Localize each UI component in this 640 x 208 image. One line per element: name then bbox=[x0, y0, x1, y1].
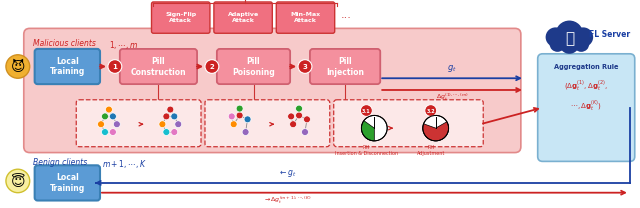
Circle shape bbox=[362, 115, 387, 141]
Text: 3.1: 3.1 bbox=[362, 109, 371, 114]
Circle shape bbox=[559, 34, 579, 54]
FancyBboxPatch shape bbox=[205, 100, 330, 147]
Circle shape bbox=[171, 113, 178, 120]
Circle shape bbox=[296, 112, 303, 119]
FancyBboxPatch shape bbox=[538, 54, 635, 161]
Text: Pill
Injection: Pill Injection bbox=[326, 57, 364, 77]
Circle shape bbox=[113, 121, 120, 128]
Text: Benign clients: Benign clients bbox=[33, 158, 87, 167]
Circle shape bbox=[163, 129, 170, 135]
Circle shape bbox=[102, 113, 108, 120]
Text: Sign-Flip
Attack: Sign-Flip Attack bbox=[165, 12, 196, 23]
Circle shape bbox=[303, 116, 310, 123]
Text: ···: ··· bbox=[340, 13, 351, 23]
Circle shape bbox=[298, 60, 312, 73]
Circle shape bbox=[108, 60, 122, 73]
Circle shape bbox=[102, 129, 108, 135]
Text: $m+1, \cdots, K$: $m+1, \cdots, K$ bbox=[102, 158, 147, 170]
Circle shape bbox=[573, 36, 589, 52]
Text: Pill
Construction: Pill Construction bbox=[131, 57, 186, 77]
Text: 3: 3 bbox=[303, 64, 307, 70]
Circle shape bbox=[205, 60, 219, 73]
FancyBboxPatch shape bbox=[276, 2, 335, 33]
Text: Pill
Insertion & Disconnection: Pill Insertion & Disconnection bbox=[335, 145, 398, 156]
Circle shape bbox=[423, 115, 449, 141]
Circle shape bbox=[301, 129, 308, 135]
Circle shape bbox=[167, 106, 174, 113]
Circle shape bbox=[236, 112, 243, 119]
FancyBboxPatch shape bbox=[333, 100, 483, 147]
Circle shape bbox=[171, 129, 178, 135]
Text: 😈: 😈 bbox=[11, 61, 25, 74]
Text: Pill
Poisoning: Pill Poisoning bbox=[232, 57, 275, 77]
Circle shape bbox=[163, 113, 170, 120]
Text: Local
Training: Local Training bbox=[50, 173, 85, 193]
Text: FL Server: FL Server bbox=[589, 30, 630, 39]
Text: Pill
Adjustment: Pill Adjustment bbox=[417, 145, 445, 156]
Circle shape bbox=[550, 36, 565, 52]
FancyBboxPatch shape bbox=[120, 49, 197, 84]
Text: Malicious clients: Malicious clients bbox=[33, 39, 95, 48]
Text: $g_t$: $g_t$ bbox=[447, 63, 457, 74]
Wedge shape bbox=[423, 122, 449, 141]
FancyBboxPatch shape bbox=[152, 2, 210, 33]
Text: ⛨: ⛨ bbox=[565, 32, 574, 47]
Circle shape bbox=[425, 105, 436, 116]
Circle shape bbox=[109, 129, 116, 135]
Circle shape bbox=[109, 113, 116, 120]
Text: Aggregation Rule: Aggregation Rule bbox=[554, 64, 618, 70]
Text: 1: 1 bbox=[113, 64, 117, 70]
Circle shape bbox=[159, 121, 166, 128]
FancyBboxPatch shape bbox=[310, 49, 380, 84]
Text: $1, \cdots, m$: $1, \cdots, m$ bbox=[109, 39, 138, 51]
Circle shape bbox=[97, 121, 104, 128]
Text: $\rightarrow \Delta g_t^{(m+1),\cdots,(K)}$: $\rightarrow \Delta g_t^{(m+1),\cdots,(K… bbox=[263, 195, 312, 206]
Circle shape bbox=[556, 21, 583, 48]
Circle shape bbox=[230, 121, 237, 128]
Text: $\Delta g_t^{(1),\cdots,(m)}$: $\Delta g_t^{(1),\cdots,(m)}$ bbox=[436, 92, 468, 103]
Circle shape bbox=[6, 55, 29, 78]
Text: Adaptive
Attack: Adaptive Attack bbox=[227, 12, 259, 23]
Circle shape bbox=[236, 105, 243, 112]
Wedge shape bbox=[362, 121, 374, 141]
Text: Local
Training: Local Training bbox=[50, 57, 85, 76]
Circle shape bbox=[360, 105, 372, 116]
Circle shape bbox=[6, 169, 29, 193]
Text: 2: 2 bbox=[209, 64, 214, 70]
Text: 3.2: 3.2 bbox=[426, 109, 435, 114]
FancyBboxPatch shape bbox=[217, 49, 290, 84]
Circle shape bbox=[106, 106, 113, 113]
Circle shape bbox=[175, 121, 182, 128]
Text: $\cdots, \Delta\mathbf{g}_t^{(K)})$: $\cdots, \Delta\mathbf{g}_t^{(K)})$ bbox=[570, 98, 602, 113]
Circle shape bbox=[290, 121, 296, 128]
Circle shape bbox=[228, 113, 235, 120]
Circle shape bbox=[244, 116, 251, 123]
Circle shape bbox=[287, 113, 294, 120]
Circle shape bbox=[573, 27, 593, 47]
Text: 😇: 😇 bbox=[11, 175, 25, 189]
FancyBboxPatch shape bbox=[76, 100, 201, 147]
FancyBboxPatch shape bbox=[35, 165, 100, 201]
FancyBboxPatch shape bbox=[24, 28, 521, 153]
Text: $\leftarrow g_t$: $\leftarrow g_t$ bbox=[278, 168, 296, 179]
Text: $(\Delta\mathbf{g}_t^{(1)}, \Delta\mathbf{g}_t^{(2)},$: $(\Delta\mathbf{g}_t^{(1)}, \Delta\mathb… bbox=[564, 78, 608, 93]
FancyBboxPatch shape bbox=[35, 49, 100, 84]
FancyBboxPatch shape bbox=[214, 2, 272, 33]
Circle shape bbox=[242, 129, 249, 135]
Circle shape bbox=[546, 27, 565, 47]
Text: Min-Max
Attack: Min-Max Attack bbox=[291, 12, 321, 23]
Circle shape bbox=[296, 105, 303, 112]
